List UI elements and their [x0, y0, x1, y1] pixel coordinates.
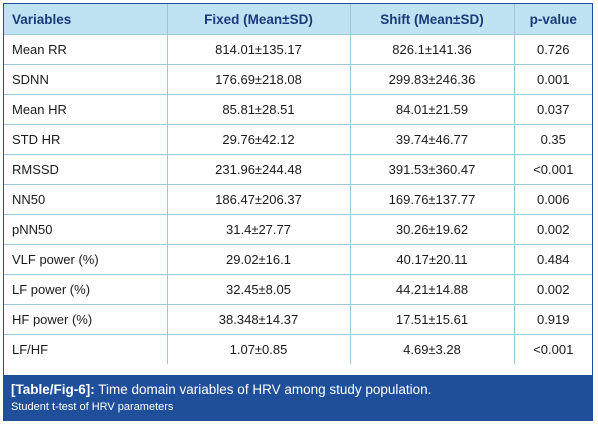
fixed-cell: 29.02±16.1	[167, 244, 351, 275]
shift-cell: 299.83±246.36	[350, 64, 515, 95]
header-shift: Shift (Mean±SD)	[350, 4, 515, 35]
shift-cell: 40.17±20.11	[350, 244, 515, 275]
shift-cell: 826.1±141.36	[350, 34, 515, 65]
table-header: Variables Fixed (Mean±SD) Shift (Mean±SD…	[4, 4, 592, 35]
variable-cell: NN50	[4, 184, 168, 215]
caption-label: [Table/Fig-6]:	[11, 382, 95, 397]
table-row: LF/HF 1.07±0.85 4.69±3.28 <0.001	[4, 334, 592, 364]
table-row: pNN50 31.4±27.77 30.26±19.62 0.002	[4, 214, 592, 245]
fixed-cell: 186.47±206.37	[167, 184, 351, 215]
fixed-cell: 32.45±8.05	[167, 274, 351, 305]
variable-cell: Mean HR	[4, 94, 168, 125]
p-value-cell: <0.001	[514, 334, 592, 364]
table-row: VLF power (%) 29.02±16.1 40.17±20.11 0.4…	[4, 244, 592, 275]
table-row: Mean RR 814.01±135.17 826.1±141.36 0.726	[4, 34, 592, 65]
table-row: HF power (%) 38.348±14.37 17.51±15.61 0.…	[4, 304, 592, 335]
p-value-cell: 0.002	[514, 274, 592, 305]
table-figure: Variables Fixed (Mean±SD) Shift (Mean±SD…	[3, 3, 593, 421]
shift-cell: 169.76±137.77	[350, 184, 515, 215]
variable-cell: LF/HF	[4, 334, 168, 364]
hrv-table: Variables Fixed (Mean±SD) Shift (Mean±SD…	[4, 4, 592, 364]
variable-cell: SDNN	[4, 64, 168, 95]
p-value-cell: 0.006	[514, 184, 592, 215]
fixed-cell: 38.348±14.37	[167, 304, 351, 335]
header-p-value: p-value	[514, 4, 592, 35]
shift-cell: 30.26±19.62	[350, 214, 515, 245]
header-fixed: Fixed (Mean±SD)	[167, 4, 351, 35]
p-value-cell: 0.037	[514, 94, 592, 125]
fixed-cell: 1.07±0.85	[167, 334, 351, 364]
caption-text: Time domain variables of HRV among study…	[94, 382, 432, 397]
variable-cell: HF power (%)	[4, 304, 168, 335]
variable-cell: LF power (%)	[4, 274, 168, 305]
fixed-cell: 85.81±28.51	[167, 94, 351, 125]
p-value-cell: 0.002	[514, 214, 592, 245]
variable-cell: pNN50	[4, 214, 168, 245]
shift-cell: 39.74±46.77	[350, 124, 515, 155]
variable-cell: STD HR	[4, 124, 168, 155]
shift-cell: 17.51±15.61	[350, 304, 515, 335]
caption-note: Student t-test of HRV parameters	[11, 401, 174, 413]
p-value-cell: <0.001	[514, 154, 592, 185]
p-value-cell: 0.001	[514, 64, 592, 95]
p-value-cell: 0.726	[514, 34, 592, 65]
shift-cell: 4.69±3.28	[350, 334, 515, 364]
fixed-cell: 814.01±135.17	[167, 34, 351, 65]
p-value-cell: 0.484	[514, 244, 592, 275]
table-caption: [Table/Fig-6]: Time domain variables of …	[4, 375, 592, 420]
table-row: STD HR 29.76±42.12 39.74±46.77 0.35	[4, 124, 592, 155]
caption-title: [Table/Fig-6]: Time domain variables of …	[11, 381, 585, 399]
fixed-cell: 29.76±42.12	[167, 124, 351, 155]
p-value-cell: 0.35	[514, 124, 592, 155]
fixed-cell: 176.69±218.08	[167, 64, 351, 95]
table-row: SDNN 176.69±218.08 299.83±246.36 0.001	[4, 64, 592, 95]
header-row: Variables Fixed (Mean±SD) Shift (Mean±SD…	[4, 4, 592, 35]
table-row: NN50 186.47±206.37 169.76±137.77 0.006	[4, 184, 592, 215]
table-row: Mean HR 85.81±28.51 84.01±21.59 0.037	[4, 94, 592, 125]
p-value-cell: 0.919	[514, 304, 592, 335]
table-row: RMSSD 231.96±244.48 391.53±360.47 <0.001	[4, 154, 592, 185]
table-body: Mean RR 814.01±135.17 826.1±141.36 0.726…	[4, 34, 592, 364]
variable-cell: Mean RR	[4, 34, 168, 65]
fixed-cell: 31.4±27.77	[167, 214, 351, 245]
shift-cell: 391.53±360.47	[350, 154, 515, 185]
variable-cell: RMSSD	[4, 154, 168, 185]
fixed-cell: 231.96±244.48	[167, 154, 351, 185]
variable-cell: VLF power (%)	[4, 244, 168, 275]
table-row: LF power (%) 32.45±8.05 44.21±14.88 0.00…	[4, 274, 592, 305]
header-variables: Variables	[4, 4, 168, 35]
shift-cell: 84.01±21.59	[350, 94, 515, 125]
shift-cell: 44.21±14.88	[350, 274, 515, 305]
